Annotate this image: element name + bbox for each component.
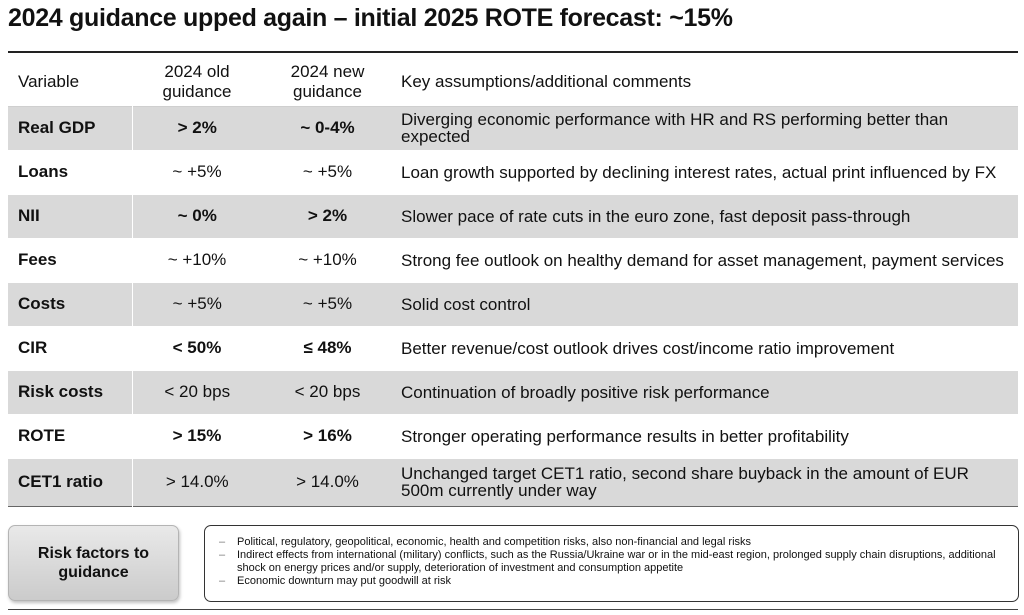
row-new-guidance: > 2%: [262, 194, 393, 238]
risk-factor-item: Indirect effects from international (mil…: [219, 549, 1006, 575]
header-new-guidance-text: 2024 new guidance: [290, 62, 365, 102]
row-old-guidance: > 2%: [132, 106, 262, 150]
risk-factors-button[interactable]: Risk factors to guidance: [8, 525, 179, 601]
bottom-divider: [8, 609, 1018, 610]
row-variable: Loans: [18, 162, 69, 181]
table-row: Risk costs < 20 bps < 20 bps Continuation o…: [8, 370, 1018, 414]
row-comment: Slower pace of rate cuts in the euro zon…: [393, 194, 1018, 238]
risk-factors-label: Risk factors to guidance: [37, 545, 150, 581]
header-variable: Variable: [18, 72, 80, 92]
row-old-guidance: ~ +10%: [167, 250, 227, 269]
table-body: Real GDP > 2% ~ 0-4% Diverging economic per…: [8, 106, 1018, 506]
row-variable: CET1 ratio: [8, 458, 133, 506]
risk-factors-box: Political, regulatory, geopolitical, eco…: [204, 525, 1019, 602]
table-row: CET1 ratio > 14.0% > 14.0% Unchanged target…: [8, 458, 1018, 506]
table-row: Fees ~ +10% ~ +10% Strong fee outlook on he…: [8, 238, 1018, 282]
row-comment: Loan growth supported by declining inter…: [401, 162, 997, 182]
row-new-guidance: ~ +5%: [262, 282, 393, 326]
risk-factor-item: Political, regulatory, geopolitical, eco…: [219, 536, 1006, 549]
row-old-guidance: ~ +5%: [132, 282, 262, 326]
page-title: 2024 guidance upped again – initial 2025…: [8, 4, 733, 32]
row-new-guidance: ≤ 48%: [303, 338, 352, 357]
row-new-guidance: ~ 0-4%: [262, 106, 393, 150]
row-variable: Costs: [8, 282, 133, 326]
risk-factors-list: Political, regulatory, geopolitical, eco…: [219, 536, 1006, 588]
table-row: CIR < 50% ≤ 48% Better revenue/cost outlook…: [8, 326, 1018, 370]
row-comment: Strong fee outlook on healthy demand for…: [401, 250, 1004, 270]
row-variable: Risk costs: [8, 370, 133, 414]
table-row: Costs ~ +5% ~ +5% Solid cost control: [8, 282, 1018, 326]
header-old-guidance: 2024 old guidance: [132, 59, 262, 106]
row-new-guidance: > 16%: [303, 426, 352, 445]
row-new-guidance: ~ +10%: [298, 250, 357, 269]
row-comment: Stronger operating performance results i…: [401, 426, 849, 446]
risk-factor-item: Economic downturn may put goodwill at ri…: [219, 575, 1006, 588]
row-comment: Better revenue/cost outlook drives cost/…: [401, 338, 895, 358]
row-variable: Fees: [18, 250, 57, 269]
table-row: ROTE > 15% > 16% Stronger operating perform…: [8, 414, 1018, 458]
table-row: Real GDP > 2% ~ 0-4% Diverging economic per…: [8, 106, 1018, 150]
row-new-guidance: ~ +5%: [302, 162, 353, 181]
row-variable: CIR: [18, 338, 48, 357]
row-variable: ROTE: [18, 426, 66, 445]
row-old-guidance: ~ 0%: [132, 194, 262, 238]
row-comment: Solid cost control: [393, 282, 1018, 326]
row-comment: Unchanged target CET1 ratio, second shar…: [393, 458, 1018, 506]
row-comment: Continuation of broadly positive risk pe…: [393, 370, 1018, 414]
header-old-guidance-text: 2024 old guidance: [162, 62, 232, 102]
row-old-guidance: < 20 bps: [132, 370, 262, 414]
header-new-guidance: 2024 new guidance: [262, 59, 393, 106]
title-divider: [8, 51, 1018, 53]
row-old-guidance: > 15%: [172, 426, 222, 445]
row-variable: NII: [8, 194, 133, 238]
row-old-guidance: ~ +5%: [172, 162, 222, 181]
row-new-guidance: < 20 bps: [262, 370, 393, 414]
table-row: NII ~ 0% > 2% Slower pace of rate cuts in t…: [8, 194, 1018, 238]
row-old-guidance: > 14.0%: [132, 458, 262, 506]
row-comment: Diverging economic performance with HR a…: [393, 106, 1018, 150]
row-variable: Real GDP: [8, 106, 133, 150]
row-new-guidance: > 14.0%: [262, 458, 393, 506]
table-header-row: Variable 2024 old guidance 2024 new guid…: [8, 59, 1018, 106]
row-old-guidance: < 50%: [172, 338, 222, 357]
header-comments: Key assumptions/additional comments: [401, 72, 692, 92]
table-row: Loans ~ +5% ~ +5% Loan growth supported by …: [8, 150, 1018, 194]
guidance-table: Variable 2024 old guidance 2024 new guid…: [8, 59, 1018, 507]
